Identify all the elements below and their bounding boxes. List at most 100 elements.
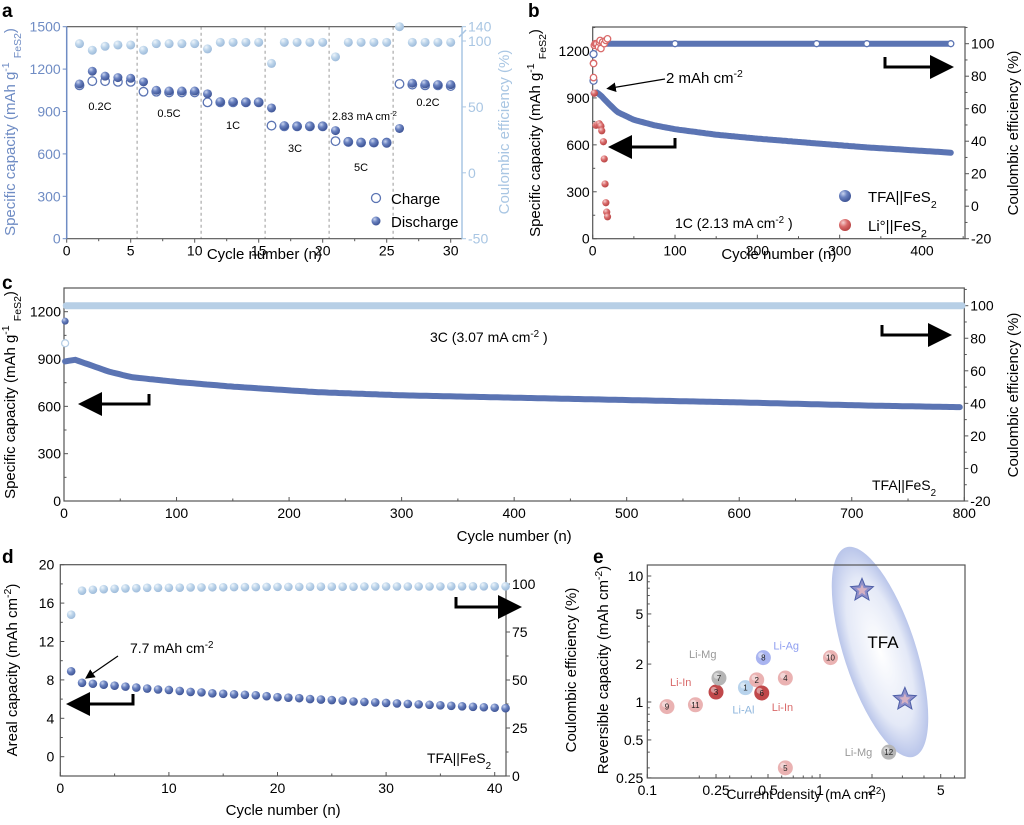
literature-point-9 [659,699,675,715]
condition-label-part: ) [784,215,793,231]
x-tick-label: 10 [187,243,203,259]
discharge-point [305,121,315,131]
annotation-label-part: -2 [205,640,214,651]
discharge-point [395,123,404,133]
point-id: 4 [783,674,788,683]
condition-label-part: 3C (3.07 mA cm [430,329,530,345]
discharge-point [164,86,174,96]
discharge-point [382,138,392,148]
ce-point [186,583,195,592]
y2-axis-title-part: Coulombic efficiency (%) [496,50,513,215]
ce-point [381,582,391,591]
ce-point [369,37,379,47]
ce-point [215,37,225,47]
first-ce-point [60,339,70,348]
y-axis-title-part: ) [2,28,19,33]
y2-tick-label: 0 [468,165,476,181]
ce-point [100,41,110,51]
y-tick-label: 600 [37,146,61,162]
point-id: 3 [714,688,719,697]
x-tick-label: 0 [56,780,64,796]
cell-label-part: 2 [931,488,936,499]
cell-label-part: TFA||FeS [872,477,931,493]
y2-axis-title: Coulombic efficiency (%) [1005,51,1022,216]
ce-point [88,585,98,595]
li-capacity-point [598,127,606,135]
discharge-point [369,138,379,148]
panel-c-cycling-3c: 0 100 200 300 400 500 600 700 80003006009001200-… [0,287,1022,545]
y-tick-label: 300 [566,184,590,200]
ce-point [292,37,302,47]
capacity-point [153,685,163,694]
plot-frame [592,26,966,240]
y-tick-label: 0 [53,493,61,509]
y-tick-label: 1200 [30,304,61,320]
annotation-label: 7.7 mAh cm-2 [130,640,213,657]
point-alloy-label: Li-Mg [845,747,873,759]
capacity-point [490,703,500,713]
legend-li-label-part: 2 [921,228,927,240]
y2-axis-title-part: Coulombic efficiency (%) [1005,313,1022,478]
ce-point [132,583,141,593]
x-tick-label: 1 [816,782,824,798]
discharge-point [100,71,110,81]
y-axis-title-part: Specific capacity (mAh g [2,335,19,499]
ce-point [153,583,163,593]
y2-tick-label: 50 [512,672,528,688]
x-tick-label: 400 [502,505,526,521]
x-tick-label: 5 [937,782,945,798]
capacity-point [436,701,445,710]
x-tick-label: 200 [277,505,301,521]
y-tick-label: 900 [38,351,62,367]
y2-tick-label: 75 [512,624,528,640]
ce-point [382,37,392,47]
ce-point [203,44,212,54]
y-tick-label: 300 [37,188,61,204]
x-tick-label: 0 [589,243,597,259]
capacity-point [132,683,141,692]
capacity-point [229,690,239,699]
y2-axis-title: Coulombic efficiency (%) [496,50,513,215]
li-capacity-point [599,138,608,146]
cell-label: TFA||FeS2 [427,750,491,772]
x-axis-title-part: -2 [873,786,882,797]
li-ce-point [589,59,598,68]
point-id: 8 [761,654,766,663]
legend-tfa-label-part: TFA||FeS [868,189,931,206]
y2-tick-label: 50 [468,99,484,115]
x-tick-label: 0 [60,505,68,521]
x-tick-label: 100 [663,243,687,259]
ce-point [254,37,264,47]
literature-point-6 [754,685,770,701]
y-axis-title: Specific capacity (mAh g-1 FeS2) [525,29,549,237]
tfa-ce-point [947,40,955,48]
y2-tick-label: 20 [970,428,986,444]
y2-axis-title-part: Coulombic efficiency (%) [1005,51,1022,216]
legend-discharge-label: Discharge [391,214,459,231]
y2-tick-label: 0 [971,198,979,214]
charge-point [266,120,277,131]
literature-point-1 [737,680,753,696]
ce-point [468,582,478,591]
ce-point [228,37,238,47]
y-axis-title-part: FeS [12,302,24,321]
ce-point [370,582,380,591]
y-tick-label: 900 [566,90,590,106]
x-tick-label: 10 [161,780,177,796]
x-tick-label: 40 [487,780,503,796]
ce-point [175,583,185,592]
legend-li-label: Li°||FeS2 [868,218,927,240]
capacity-point [208,689,217,698]
rate-label: 0.5C [157,108,180,120]
x-axis-title: Current density (mA cm-2) [726,786,886,803]
capacity-point [77,678,87,688]
point-id: 1 [743,684,748,693]
x-tick-label: 800 [953,505,977,521]
y-axis-title: Specific capacity (mAh g-1 FeS2) [0,291,24,499]
ce-point [294,582,304,592]
ce-point [284,582,293,592]
x-tick-label: 200 [746,243,770,259]
ce-point [241,37,251,47]
y2-tick-label: 0 [512,768,520,784]
y-axis-title-part: -2 [2,588,14,597]
